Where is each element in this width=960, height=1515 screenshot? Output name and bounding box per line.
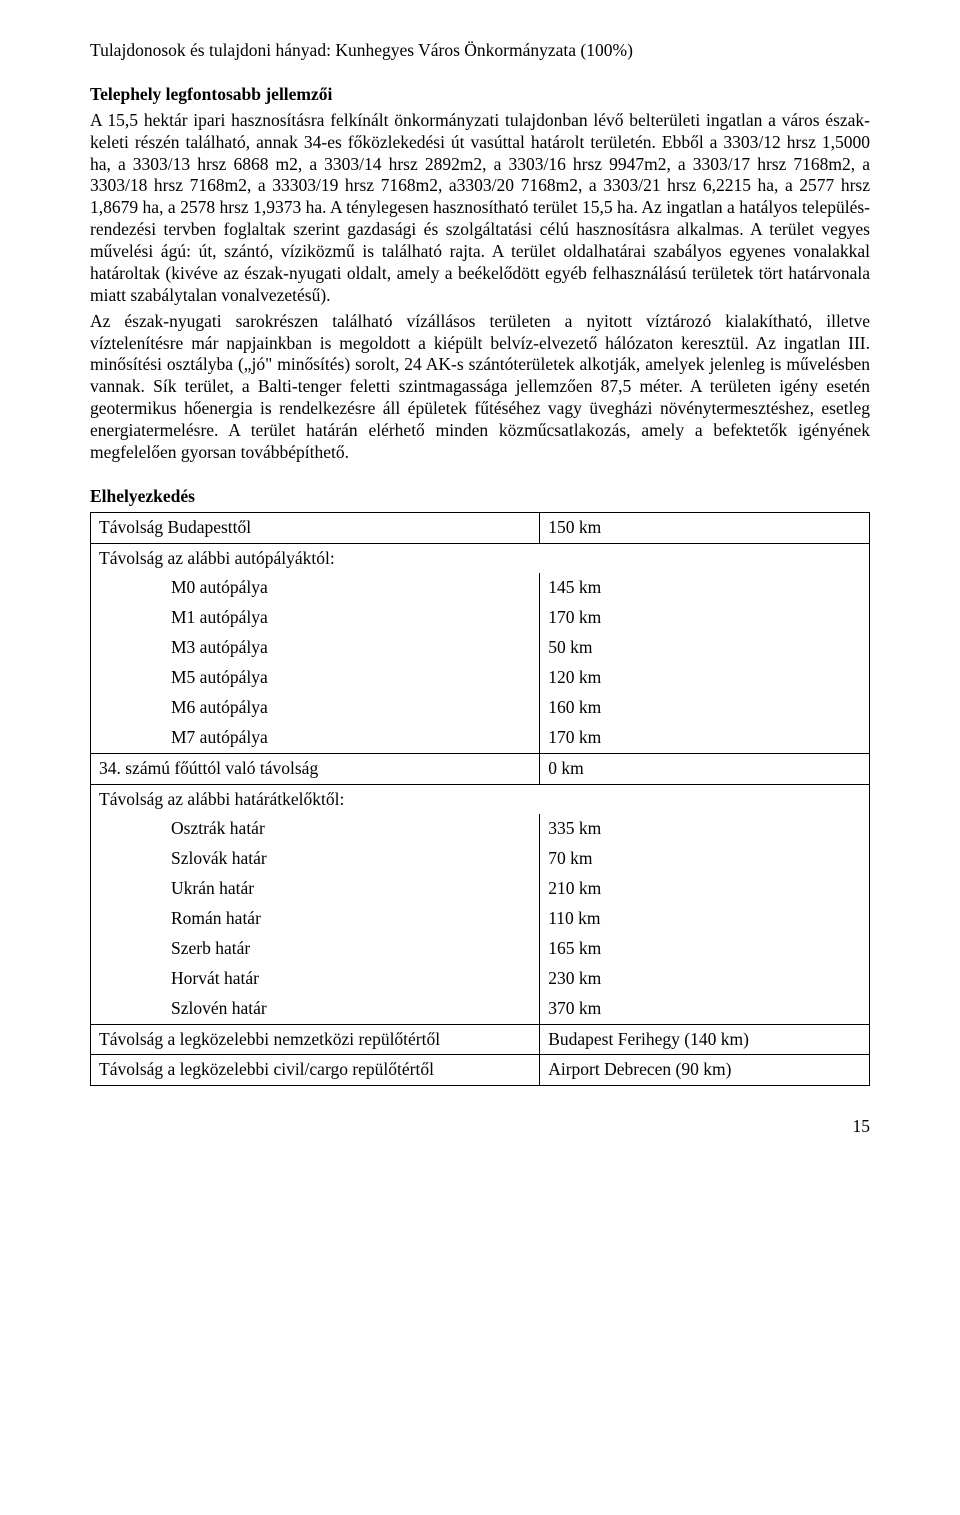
section2-title: Elhelyezkedés — [90, 486, 870, 508]
paragraph-2: Az észak-nyugati sarokrészen található v… — [90, 311, 870, 464]
cell-label: M7 autópálya — [91, 723, 540, 753]
table-row: M5 autópálya 120 km — [91, 663, 870, 693]
table-row: Távolság a legközelebbi civil/cargo repü… — [91, 1055, 870, 1086]
table-row: Ukrán határ 210 km — [91, 874, 870, 904]
table-row: Horvát határ 230 km — [91, 964, 870, 994]
cell-label: M0 autópálya — [91, 573, 540, 603]
cell-label: M5 autópálya — [91, 663, 540, 693]
cell-value: 70 km — [540, 844, 870, 874]
table-row: M1 autópálya 170 km — [91, 603, 870, 633]
cell-value: 210 km — [540, 874, 870, 904]
cell-label: Ukrán határ — [91, 874, 540, 904]
cell-label: M1 autópálya — [91, 603, 540, 633]
cell-value: Airport Debrecen (90 km) — [540, 1055, 870, 1086]
cell-header: Távolság az alábbi határátkelőktől: — [91, 784, 870, 814]
table-row: M7 autópálya 170 km — [91, 723, 870, 753]
cell-label: Horvát határ — [91, 964, 540, 994]
cell-value: 0 km — [540, 753, 870, 784]
table-row: Szerb határ 165 km — [91, 934, 870, 964]
paragraph-1: A 15,5 hektár ipari hasznosításra felkín… — [90, 110, 870, 307]
page: Tulajdonosok és tulajdoni hányad: Kunheg… — [0, 0, 960, 1178]
cell-label: Szlovén határ — [91, 994, 540, 1024]
table-row: 34. számú főúttól való távolság 0 km — [91, 753, 870, 784]
location-table: Távolság Budapesttől 150 km Távolság az … — [90, 512, 870, 1087]
cell-header: Távolság az alábbi autópályáktól: — [91, 543, 870, 573]
cell-value: Budapest Ferihegy (140 km) — [540, 1024, 870, 1055]
owners-line: Tulajdonosok és tulajdoni hányad: Kunheg… — [90, 40, 870, 62]
section1-title: Telephely legfontosabb jellemzői — [90, 84, 870, 106]
cell-label: M6 autópálya — [91, 693, 540, 723]
cell-label: Román határ — [91, 904, 540, 934]
cell-value: 335 km — [540, 814, 870, 844]
cell-value: 150 km — [540, 512, 870, 543]
table-row: M6 autópálya 160 km — [91, 693, 870, 723]
cell-label: Távolság Budapesttől — [91, 512, 540, 543]
table-row: Szlovák határ 70 km — [91, 844, 870, 874]
cell-value: 160 km — [540, 693, 870, 723]
cell-value: 230 km — [540, 964, 870, 994]
cell-value: 165 km — [540, 934, 870, 964]
cell-label: Távolság a legközelebbi civil/cargo repü… — [91, 1055, 540, 1086]
table-row: Román határ 110 km — [91, 904, 870, 934]
table-row: Osztrák határ 335 km — [91, 814, 870, 844]
cell-value: 370 km — [540, 994, 870, 1024]
cell-label: 34. számú főúttól való távolság — [91, 753, 540, 784]
cell-value: 145 km — [540, 573, 870, 603]
cell-value: 170 km — [540, 723, 870, 753]
cell-value: 120 km — [540, 663, 870, 693]
spacer — [90, 468, 870, 486]
table-row: Távolság az alábbi határátkelőktől: — [91, 784, 870, 814]
table-row: M0 autópálya 145 km — [91, 573, 870, 603]
cell-label: Távolság a legközelebbi nemzetközi repül… — [91, 1024, 540, 1055]
cell-value: 170 km — [540, 603, 870, 633]
cell-label: Osztrák határ — [91, 814, 540, 844]
cell-label: Szerb határ — [91, 934, 540, 964]
cell-label: M3 autópálya — [91, 633, 540, 663]
table-row: Szlovén határ 370 km — [91, 994, 870, 1024]
table-row: Távolság a legközelebbi nemzetközi repül… — [91, 1024, 870, 1055]
page-number: 15 — [90, 1116, 870, 1138]
cell-label: Szlovák határ — [91, 844, 540, 874]
table-row: M3 autópálya 50 km — [91, 633, 870, 663]
cell-value: 110 km — [540, 904, 870, 934]
cell-value: 50 km — [540, 633, 870, 663]
spacer — [90, 66, 870, 84]
table-row: Távolság Budapesttől 150 km — [91, 512, 870, 543]
table-row: Távolság az alábbi autópályáktól: — [91, 543, 870, 573]
